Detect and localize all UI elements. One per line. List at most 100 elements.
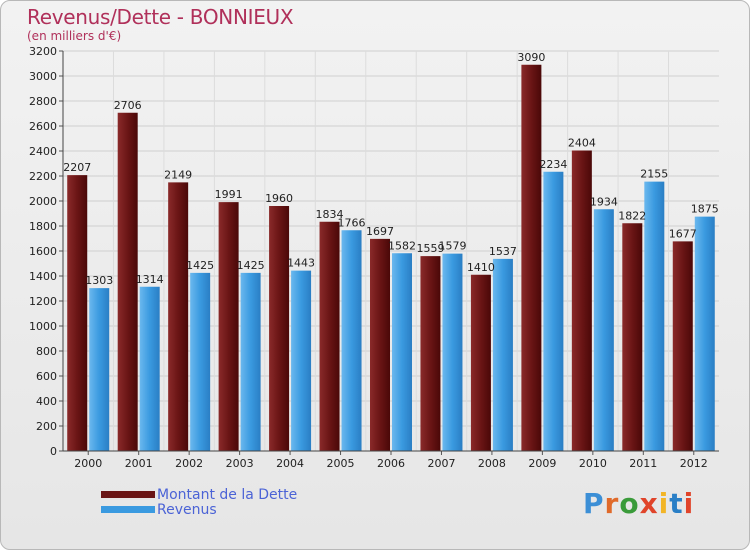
data-label-revenus: 1443 <box>287 257 315 270</box>
y-tick-label: 200 <box>36 420 57 433</box>
chart-subtitle: (en milliers d'€) <box>27 29 122 43</box>
y-tick-label: 1400 <box>29 270 57 283</box>
bar-revenus <box>492 258 513 451</box>
x-tick-label: 2003 <box>226 457 254 470</box>
bar-dette <box>67 175 88 451</box>
axes <box>62 51 719 452</box>
data-label-dette: 1677 <box>669 227 697 240</box>
y-tick-label: 2200 <box>29 170 57 183</box>
y-tick-label: 400 <box>36 395 57 408</box>
bar-dette <box>672 241 693 451</box>
y-tick-label: 1600 <box>29 245 57 258</box>
proxiti-logo: Proxiti <box>583 487 694 520</box>
bar-revenus <box>694 216 715 451</box>
y-tick-label: 600 <box>36 370 57 383</box>
legend-swatch-dette <box>101 491 155 498</box>
data-label-revenus: 1314 <box>136 273 164 286</box>
x-tick-label: 2002 <box>175 457 203 470</box>
data-label-dette: 3090 <box>517 51 545 64</box>
data-label-revenus: 1766 <box>338 216 366 229</box>
y-axis-ticks: 0 200 400 600 800 1000 1200 1400 1600 1800 2000 220… <box>29 45 63 458</box>
data-label-dette: 2706 <box>114 99 142 112</box>
data-label-revenus: 1875 <box>691 203 719 216</box>
bar-revenus <box>89 288 110 451</box>
x-tick-label: 2011 <box>629 457 657 470</box>
data-label-revenus: 1582 <box>388 239 416 252</box>
bar-revenus <box>442 253 463 451</box>
data-label-revenus: 1537 <box>489 245 517 258</box>
bar-dette <box>420 256 441 451</box>
data-label-revenus: 2234 <box>539 158 567 171</box>
data-label-dette: 1834 <box>316 208 344 221</box>
x-tick-label: 2007 <box>427 457 455 470</box>
bar-dette <box>218 202 239 451</box>
logo-letter: P <box>583 487 605 520</box>
data-label-dette: 1559 <box>416 242 444 255</box>
y-tick-label: 2600 <box>29 120 57 133</box>
bar-dette <box>571 150 592 451</box>
data-label-dette: 1822 <box>618 209 646 222</box>
y-tick-label: 0 <box>50 445 57 458</box>
legend-swatch-revenus <box>101 506 155 513</box>
bar-revenus <box>392 253 412 451</box>
logo-letter: t <box>669 487 684 520</box>
bar-revenus <box>190 272 211 451</box>
data-label-revenus: 1425 <box>186 259 214 272</box>
data-label-dette: 2149 <box>164 168 192 181</box>
data-label-revenus: 1934 <box>590 195 618 208</box>
bar-dette <box>470 274 491 451</box>
bar-dette <box>269 206 290 451</box>
y-tick-label: 1000 <box>29 320 57 333</box>
data-label-dette: 1697 <box>366 225 394 238</box>
x-axis-ticks: 2000 2001 2002 2003 2004 2005 2006 2007 2008 2009… <box>74 451 708 470</box>
logo-letter: i <box>683 487 695 520</box>
data-label-revenus: 1579 <box>438 240 466 253</box>
legend-item-revenus: Revenus <box>101 501 297 518</box>
data-label-dette: 1410 <box>467 261 495 274</box>
y-tick-label: 2800 <box>29 95 57 108</box>
bar-revenus <box>139 286 160 451</box>
legend-label-revenus: Revenus <box>157 501 217 518</box>
data-label-dette: 2404 <box>568 137 596 150</box>
y-tick-label: 3000 <box>29 70 57 83</box>
bar-revenus <box>543 171 564 451</box>
x-tick-label: 2006 <box>377 457 405 470</box>
y-tick-label: 800 <box>36 345 57 358</box>
x-tick-label: 2000 <box>74 457 102 470</box>
legend-item-dette: Montant de la Dette <box>101 486 298 503</box>
legend-label-dette: Montant de la Dette <box>157 486 298 503</box>
bar-dette <box>622 223 643 451</box>
x-tick-label: 2012 <box>680 457 708 470</box>
x-tick-label: 2005 <box>327 457 355 470</box>
y-tick-label: 3200 <box>29 45 57 58</box>
bar-dette <box>521 64 542 451</box>
data-label-revenus: 1425 <box>237 259 265 272</box>
data-labels: 2207 1303 2706 1314 2149 1425 1991 1425 1960 1443… <box>63 51 719 287</box>
y-tick-label: 1200 <box>29 295 57 308</box>
bar-dette <box>168 182 189 451</box>
x-tick-label: 2004 <box>276 457 304 470</box>
bars <box>67 64 715 451</box>
x-tick-label: 2010 <box>579 457 607 470</box>
data-label-dette: 1960 <box>265 192 293 205</box>
legend: Montant de la Dette Revenus <box>101 486 298 518</box>
bar-revenus <box>291 270 312 451</box>
x-tick-label: 2009 <box>528 457 556 470</box>
logo-letter: i <box>658 487 670 520</box>
data-label-revenus: 2155 <box>640 168 668 181</box>
data-label-dette: 2207 <box>63 161 91 174</box>
data-label-dette: 1991 <box>215 188 243 201</box>
y-tick-label: 1800 <box>29 220 57 233</box>
x-tick-label: 2001 <box>125 457 153 470</box>
y-tick-label: 2400 <box>29 145 57 158</box>
y-tick-label: 2000 <box>29 195 57 208</box>
logo-letter: x <box>639 487 659 520</box>
chart-title: Revenus/Dette - BONNIEUX <box>27 5 294 29</box>
bar-revenus <box>644 181 665 451</box>
bar-revenus <box>341 230 362 451</box>
bar-dette <box>117 112 138 451</box>
bar-revenus <box>593 209 614 451</box>
bar-dette <box>370 238 390 451</box>
